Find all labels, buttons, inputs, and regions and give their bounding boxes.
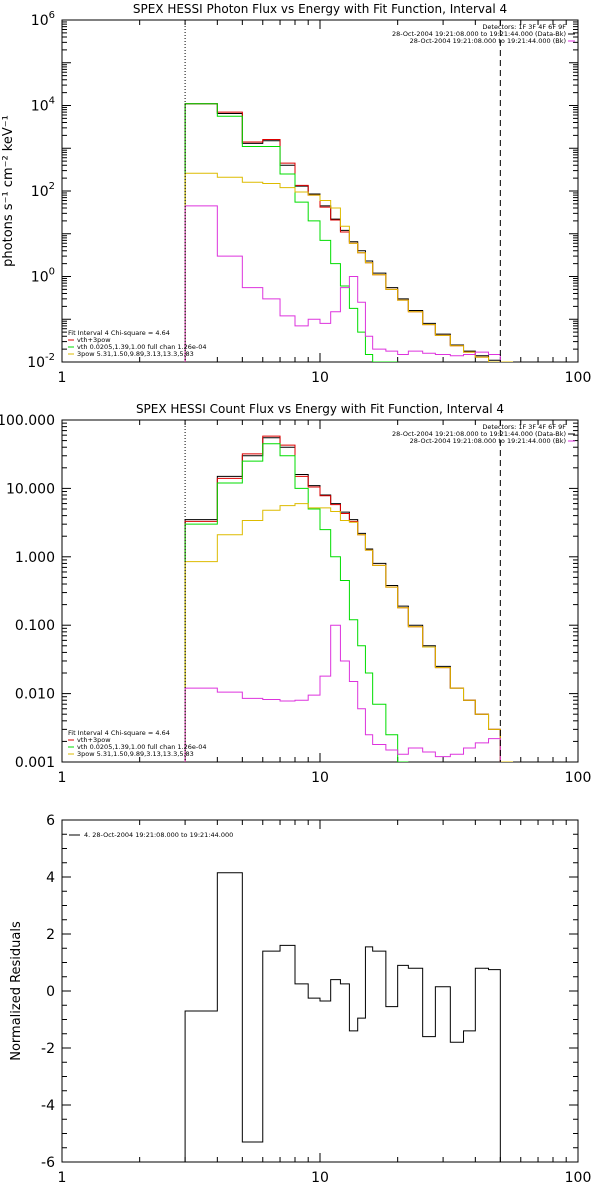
photon-flux-plot: SPEX HESSI Photon Flux vs Energy with Fi…: [1, 2, 591, 386]
y-tick-exponent: -2: [45, 352, 55, 363]
y-tick-label: 1.000: [15, 550, 55, 566]
legend-entry: 28-Oct-2004 19:21:08.000 to 19:21:44.000…: [392, 30, 566, 38]
data-layer: [184, 872, 501, 1162]
legend-entry: Fit Interval 4 Chi-square = 4.64: [68, 329, 170, 337]
x-tick-label: 1: [58, 1170, 67, 1186]
legend-entry: Detectors: 1F 3F 4F 6F 9F: [482, 423, 566, 431]
x-tick-label: 1: [58, 370, 67, 386]
count-flux-plot: SPEX HESSI Count Flux vs Energy with Fit…: [0, 402, 591, 786]
chart-title: SPEX HESSI Count Flux vs Energy with Fit…: [136, 402, 504, 416]
legend-entry: 28-Oct-2004 19:21:08.000 to 19:21:44.000…: [410, 37, 566, 45]
legend-entry: 28-Oct-2004 19:21:08.000 to 19:21:44.000…: [392, 430, 566, 438]
x-tick-label: 10: [311, 1170, 329, 1186]
x-tick-label: 10: [311, 770, 329, 786]
legend-entry: vth 0.0205,1.39,1.00 full chan 1.26e-04: [77, 743, 207, 751]
y-tick-base: 10: [31, 270, 49, 286]
series-line-bk: [184, 624, 501, 762]
series-line-vth: [184, 443, 409, 762]
x-tick-label: 1: [58, 770, 67, 786]
y-tick-label: 100: [31, 267, 55, 286]
y-tick-label: 0: [46, 984, 55, 1000]
y-tick-exponent: 2: [49, 181, 55, 192]
y-tick-label: 4: [46, 870, 55, 886]
y-tick-exponent: 6: [49, 10, 55, 21]
y-tick-label: 10.000: [6, 481, 55, 497]
y-tick-label: 0.001: [15, 755, 55, 771]
y-tick-exponent: 0: [49, 267, 55, 278]
y-tick-label: -6: [41, 1155, 55, 1171]
y-tick-label: 2: [46, 927, 55, 943]
legend-entry: 4. 28-Oct-2004 19:21:08.000 to 19:21:44.…: [84, 831, 233, 839]
legend-entry: 28-Oct-2004 19:21:08.000 to 19:21:44.000…: [410, 437, 566, 445]
series-line-vth: [184, 103, 398, 362]
y-tick-label: 100.000: [0, 413, 55, 429]
y-tick-label: -2: [41, 1041, 55, 1057]
y-tick-label: 0.010: [15, 687, 55, 703]
x-tick-label: 10: [311, 370, 329, 386]
data-layer: [184, 103, 514, 362]
legend-entry: Detectors: 1F 3F 4F 6F 9F: [482, 23, 566, 31]
y-tick-base: 10: [27, 355, 45, 371]
legend-entry: vth+3pow: [77, 336, 111, 344]
legend-entry: 3pow 5.31,1.50,9.89,3.13,13.3,5.83: [77, 750, 194, 758]
data-layer: [184, 435, 514, 762]
y-tick-exponent: 4: [49, 96, 55, 107]
legend-entry: vth+3pow: [77, 736, 111, 744]
y-tick-base: 10: [31, 184, 49, 200]
series-line-4-28-oct-2004-19-21-08-000-to-19-21-44-000: [184, 872, 501, 1162]
x-tick-label: 100: [565, 370, 592, 386]
chart-title: SPEX HESSI Photon Flux vs Energy with Fi…: [133, 2, 507, 16]
y-tick-label: 0.100: [15, 618, 55, 634]
y-tick-label: 104: [31, 96, 55, 115]
series-line-3pow: [184, 172, 514, 362]
legend-entry: vth 0.0205,1.39,1.00 full chan 1.26e-04: [77, 343, 207, 351]
y-tick-label: 102: [31, 181, 55, 200]
y-tick-base: 10: [31, 99, 49, 115]
series-line-3pow: [184, 503, 514, 762]
y-tick-label: -4: [41, 1098, 55, 1114]
x-tick-label: 100: [565, 770, 592, 786]
normalized-residuals-plot: 1 10 100 -6 -4 -2 0 2 4 6 Normalized Residuals 4. 2…: [9, 813, 591, 1186]
y-tick-label: 10-2: [27, 352, 55, 371]
y-axis-label: Normalized Residuals: [9, 921, 24, 1061]
series-line-bk: [184, 205, 501, 362]
y-tick-label: 6: [46, 813, 55, 829]
y-tick-label: 106: [31, 10, 55, 29]
y-axis-label: photons s⁻¹ cm⁻² keV⁻¹: [1, 115, 16, 267]
x-tick-label: 100: [565, 1170, 592, 1186]
legend-entry: 3pow 5.31,1.50,9.89,3.13,13.3,5.83: [77, 350, 194, 358]
y-tick-base: 10: [31, 13, 49, 29]
legend-entry: Fit Interval 4 Chi-square = 4.64: [68, 729, 170, 737]
